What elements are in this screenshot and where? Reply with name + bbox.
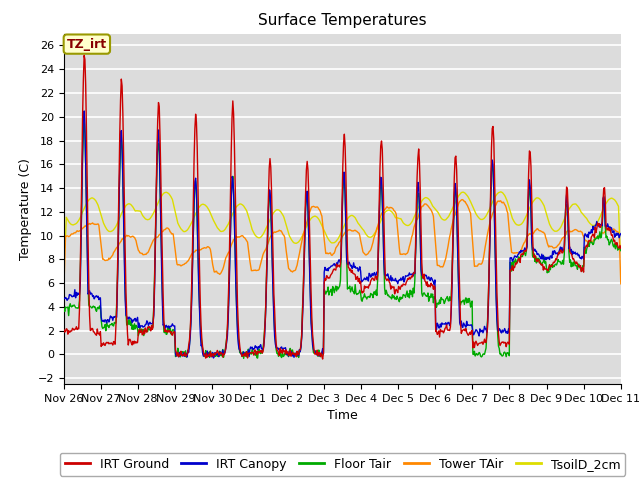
Y-axis label: Temperature (C): Temperature (C) [19,158,32,260]
X-axis label: Time: Time [327,409,358,422]
Title: Surface Temperatures: Surface Temperatures [258,13,427,28]
Text: TZ_irt: TZ_irt [67,37,107,50]
Legend: IRT Ground, IRT Canopy, Floor Tair, Tower TAir, TsoilD_2cm: IRT Ground, IRT Canopy, Floor Tair, Towe… [60,453,625,476]
